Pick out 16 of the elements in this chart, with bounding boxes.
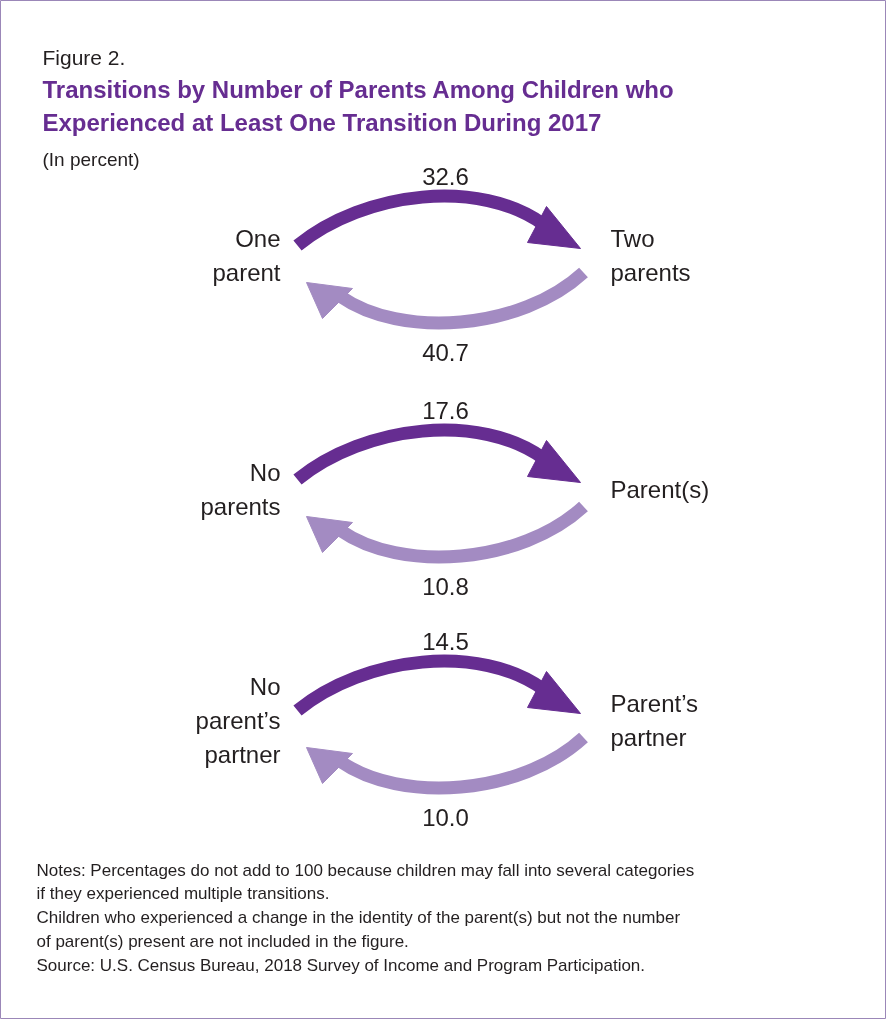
text: (In percent) [42,148,140,170]
data-label: 40.7 [422,339,469,366]
category-label: No parents [200,459,281,520]
data-label: 17.6 [422,397,469,424]
category-label: Two parents [610,225,691,286]
data-label: 32.6 [422,163,469,190]
text: Notes: Percentages do not add to 100 because children may fall into several categories if they experienced multiple transitions. Children who experienced a change in the identity of the parent(s) but not the number of parent(s) present are not included in the figure. Source: U.S. Census Bureau, 2018 Survey of Income and Program Participation. [36,860,695,975]
data-label: 14.5 [422,628,469,655]
category-label: One parent [212,225,281,286]
caption: Figure 2. [42,45,126,69]
category-label: No parent’s partner [195,673,281,768]
category-label: Parent’s partner [610,690,699,751]
data-label: 10.0 [422,804,469,831]
category-label: Parent(s) [610,476,710,503]
data-label: 10.8 [422,573,469,600]
text: Transitions by Number of Parents Among Children who Experienced at Least One Transition During 2017 [42,75,674,137]
